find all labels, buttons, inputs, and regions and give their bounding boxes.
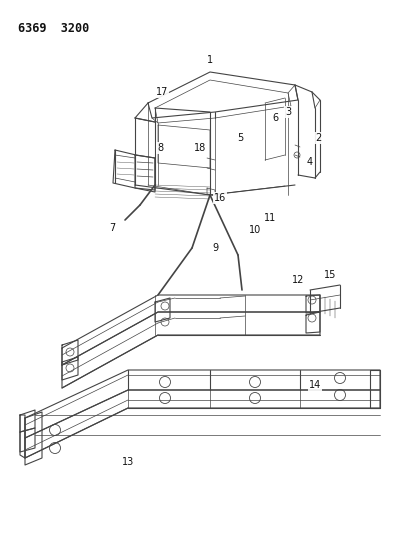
Text: 4: 4 (307, 157, 313, 167)
Text: 5: 5 (237, 133, 243, 143)
Text: 11: 11 (264, 213, 276, 223)
Text: 2: 2 (315, 133, 321, 143)
Text: 16: 16 (214, 193, 226, 203)
Text: 7: 7 (109, 223, 115, 233)
Text: 8: 8 (157, 143, 163, 153)
Text: 13: 13 (122, 457, 134, 467)
Text: 3: 3 (285, 107, 291, 117)
Text: 15: 15 (324, 270, 336, 280)
Text: 18: 18 (194, 143, 206, 153)
Text: 12: 12 (292, 275, 304, 285)
Text: 10: 10 (249, 225, 261, 235)
Text: 9: 9 (212, 243, 218, 253)
Text: 6: 6 (272, 113, 278, 123)
Text: 1: 1 (207, 55, 213, 65)
Text: 17: 17 (156, 87, 168, 97)
Text: 6369  3200: 6369 3200 (18, 22, 89, 35)
Text: 14: 14 (309, 380, 321, 390)
